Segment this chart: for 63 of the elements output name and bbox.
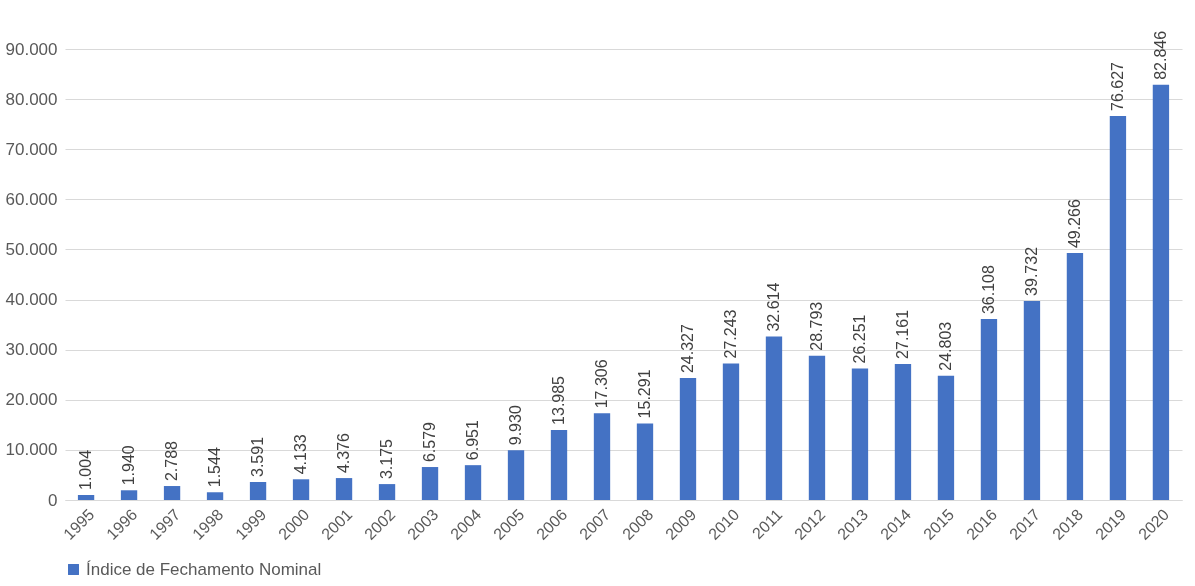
bar: [980, 319, 998, 500]
bar: [937, 375, 955, 500]
data-label: 2.788: [163, 440, 181, 482]
data-label: 1.004: [77, 449, 95, 490]
data-label: 1.940: [120, 445, 138, 486]
bar: [77, 494, 95, 500]
y-tick-label: 20.000: [5, 390, 58, 410]
y-tick-label: 90.000: [5, 39, 58, 59]
bar: [249, 482, 267, 500]
data-label: 24.803: [936, 321, 954, 371]
bar: [1109, 116, 1127, 500]
bar: [808, 355, 826, 500]
bar: [464, 465, 482, 500]
data-label: 4.376: [335, 432, 353, 474]
data-label: 6.579: [421, 421, 439, 463]
y-tick-label: 30.000: [5, 340, 58, 360]
data-label: 49.266: [1065, 199, 1083, 249]
data-label: 39.732: [1022, 246, 1040, 296]
bar: [593, 413, 611, 500]
data-label: 3.591: [249, 436, 267, 478]
bar: [163, 486, 181, 500]
bar: [722, 363, 740, 500]
y-tick-label: 80.000: [5, 89, 58, 109]
y-tick-label: 10.000: [5, 440, 58, 460]
data-label: 17.306: [593, 359, 610, 409]
data-label: 82.846: [1151, 30, 1169, 80]
bar: [1066, 253, 1084, 500]
bar: [765, 336, 783, 500]
bar: [550, 429, 568, 500]
y-tick-label: 70.000: [5, 139, 58, 159]
data-label: 32.614: [764, 282, 782, 332]
data-label: 4.133: [292, 434, 310, 475]
bar: [378, 484, 396, 500]
data-label: 24.327: [678, 324, 696, 374]
data-label: 36.108: [979, 265, 997, 315]
bar: [206, 492, 224, 500]
data-label: 1.544: [206, 447, 224, 488]
bar: [894, 363, 912, 500]
bar: [1023, 300, 1041, 500]
data-label: 3.175: [378, 438, 396, 480]
data-label: 27.161: [893, 309, 911, 359]
data-label: 26.251: [850, 314, 868, 364]
bar: [636, 423, 654, 500]
data-label: 13.985: [550, 375, 568, 425]
data-label: 9.930: [507, 405, 525, 446]
bar: [507, 450, 525, 500]
data-label: 76.627: [1108, 61, 1126, 112]
data-label: 6.951: [464, 420, 482, 461]
bar: [1152, 84, 1170, 500]
data-label: 28.793: [807, 301, 825, 351]
data-label: 15.291: [636, 369, 653, 419]
bar: [335, 478, 353, 500]
y-tick-label: 0: [48, 490, 58, 510]
bar: [421, 467, 439, 500]
y-tick-label: 50.000: [5, 239, 58, 259]
bar: [120, 490, 138, 500]
bar: [679, 378, 697, 500]
data-label: 27.243: [721, 309, 739, 359]
legend-label: Índice de Fechamento Nominal: [86, 559, 322, 579]
y-tick-label: 60.000: [5, 189, 58, 209]
y-tick-label: 40.000: [5, 290, 58, 310]
bar: [851, 368, 869, 500]
bar: [292, 479, 310, 500]
